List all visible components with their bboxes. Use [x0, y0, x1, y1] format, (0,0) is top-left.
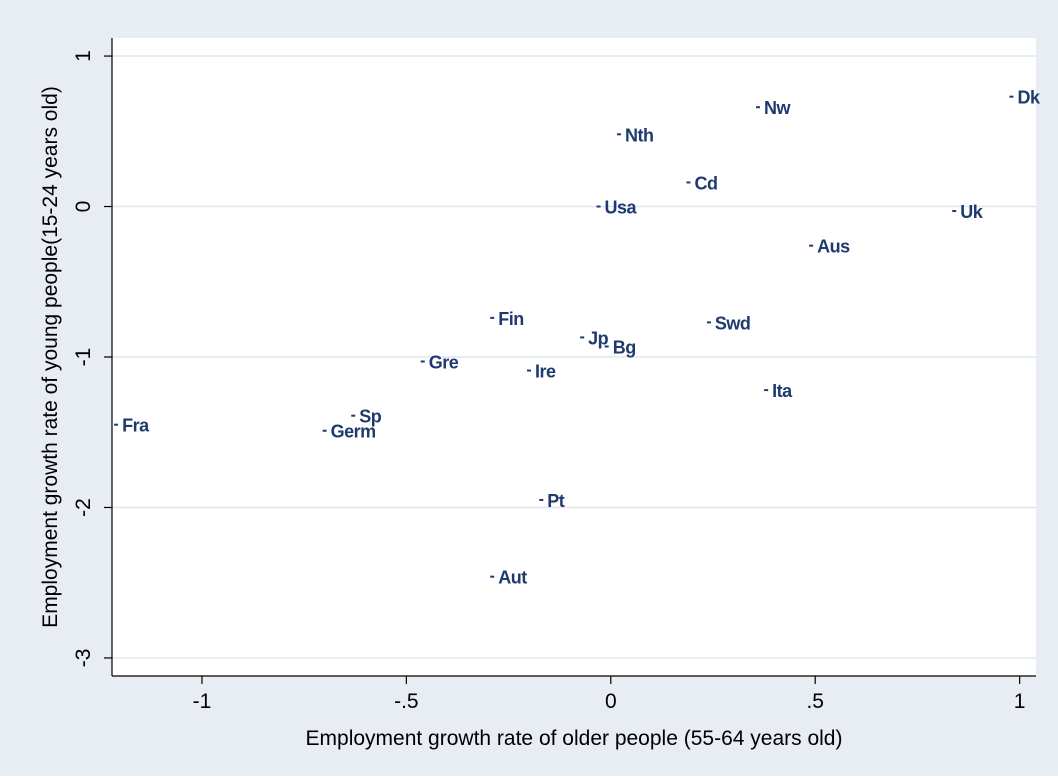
data-point-label: Fin — [498, 309, 524, 329]
y-tick-label: -1 — [72, 348, 95, 367]
data-point-marker — [604, 345, 609, 348]
data-point-label: Dk — [1017, 88, 1040, 108]
y-ticks: 1 0 -1 -2 -3 — [72, 50, 112, 667]
data-point-marker — [114, 423, 119, 426]
data-point-marker — [952, 210, 957, 213]
data-point-marker — [686, 181, 691, 184]
x-tick-label: .5 — [806, 690, 824, 713]
x-tick-label: 1 — [1014, 690, 1026, 713]
data-point-marker — [1009, 95, 1014, 98]
data-point-marker — [755, 106, 760, 109]
data-point-marker — [706, 321, 711, 324]
data-point-label: Nth — [625, 125, 654, 145]
x-tick-label: 0 — [605, 690, 617, 713]
data-point-label: Bg — [613, 337, 636, 357]
data-point-marker — [490, 575, 495, 578]
data-point-marker — [351, 414, 356, 417]
data-point-label: Aus — [817, 237, 850, 257]
data-point-marker — [322, 429, 327, 432]
data-point-label: Sp — [359, 407, 382, 427]
data-point-marker — [616, 133, 621, 136]
y-tick-label: 1 — [72, 50, 95, 62]
y-tick-label: -3 — [72, 649, 95, 668]
y-tick-label: 0 — [72, 201, 95, 213]
data-point-label: Aut — [498, 568, 527, 588]
data-point-marker — [527, 369, 532, 372]
data-point-label: Nw — [764, 98, 791, 118]
x-tick-label: -1 — [193, 690, 212, 713]
data-point-marker — [490, 316, 495, 319]
data-point-label: Cd — [694, 173, 717, 193]
data-point-label: Pt — [547, 491, 565, 511]
x-ticks: -1 -.5 0 .5 1 — [193, 676, 1026, 713]
y-axis-title: Employment growth rate of young people(1… — [39, 86, 62, 628]
data-point-marker — [809, 244, 814, 247]
data-point-label: Gre — [429, 353, 459, 373]
data-point-label: Uk — [960, 202, 983, 222]
y-tick-label: -2 — [72, 498, 95, 517]
data-points: Dk Nw Nth Cd Usa Uk Aus Fin Swd Jp Bg Gre Ire Ita Fra S… — [114, 88, 1041, 588]
data-point-label: Ita — [772, 381, 793, 401]
data-point-marker — [596, 205, 601, 208]
data-point-marker — [580, 336, 585, 339]
data-point-label: Ire — [535, 362, 556, 382]
data-point-label: Germ — [331, 422, 376, 442]
x-axis-title: Employment growth rate of older people (… — [306, 727, 843, 750]
data-point-label: Fra — [122, 416, 150, 436]
data-point-marker — [539, 498, 544, 501]
gridlines — [112, 55, 1036, 659]
data-point-marker — [764, 389, 769, 392]
data-point-label: Swd — [715, 313, 751, 333]
data-point-label: Usa — [605, 198, 638, 218]
data-point-marker — [420, 360, 425, 363]
data-point-label: Jp — [588, 328, 609, 348]
x-tick-label: -.5 — [394, 690, 419, 713]
